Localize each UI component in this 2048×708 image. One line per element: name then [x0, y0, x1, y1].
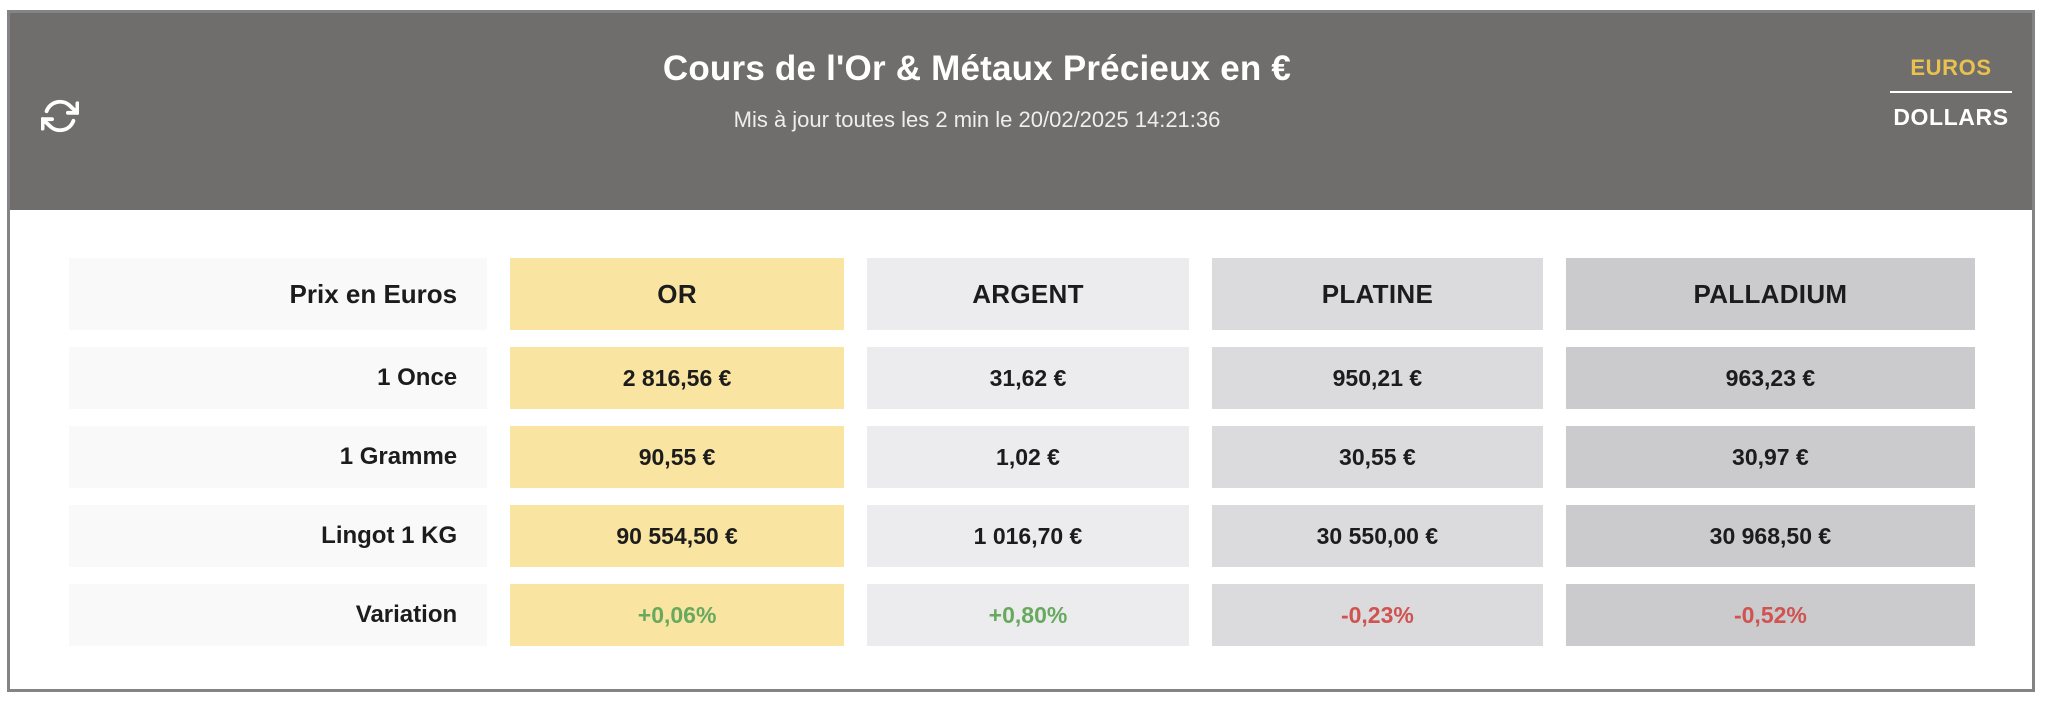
table-corner-label: Prix en Euros	[69, 258, 488, 330]
variation-argent: +0,80%	[867, 584, 1189, 646]
column-header-or: OR	[510, 258, 845, 330]
column-header-palladium: PALLADIUM	[1565, 258, 1975, 330]
price-or-gramme: 90,55 €	[510, 426, 845, 488]
refresh-icon	[40, 99, 80, 132]
price-platine-gramme: 30,55 €	[1211, 426, 1543, 488]
price-argent-once: 31,62 €	[867, 347, 1189, 409]
column-header-argent: ARGENT	[867, 258, 1189, 330]
price-or-lingot: 90 554,50 €	[510, 505, 845, 567]
row-label-once: 1 Once	[69, 347, 488, 409]
prices-table: Prix en Euros OR ARGENT PLATINE PALLADIU…	[69, 258, 1975, 646]
header-titles: Cours de l'Or & Métaux Précieux en € Mis…	[10, 13, 2032, 133]
price-palladium-gramme: 30,97 €	[1565, 426, 1975, 488]
price-platine-once: 950,21 €	[1211, 347, 1543, 409]
currency-option-euros[interactable]: EUROS	[1910, 55, 1992, 80]
update-status: Mis à jour toutes les 2 min le 20/02/202…	[733, 107, 1221, 132]
price-argent-lingot: 1 016,70 €	[867, 505, 1189, 567]
prices-widget: Cours de l'Or & Métaux Précieux en € Mis…	[7, 10, 2035, 692]
widget-header: Cours de l'Or & Métaux Précieux en € Mis…	[10, 13, 2032, 210]
price-argent-gramme: 1,02 €	[867, 426, 1189, 488]
page-title: Cours de l'Or & Métaux Précieux en €	[662, 49, 1292, 88]
price-platine-lingot: 30 550,00 €	[1211, 505, 1543, 567]
price-or-once: 2 816,56 €	[510, 347, 845, 409]
currency-option-dollars[interactable]: DOLLARS	[1893, 104, 2009, 130]
row-label-gramme: 1 Gramme	[69, 426, 488, 488]
variation-platine: -0,23%	[1211, 584, 1543, 646]
column-header-platine: PLATINE	[1211, 258, 1543, 330]
row-label-variation: Variation	[69, 584, 488, 646]
toggle-divider	[1890, 91, 2012, 93]
refresh-button[interactable]	[38, 95, 82, 139]
variation-or: +0,06%	[510, 584, 845, 646]
widget-body: Prix en Euros OR ARGENT PLATINE PALLADIU…	[10, 210, 2032, 689]
price-palladium-lingot: 30 968,50 €	[1565, 505, 1975, 567]
variation-palladium: -0,52%	[1565, 584, 1975, 646]
price-palladium-once: 963,23 €	[1565, 347, 1975, 409]
row-label-lingot: Lingot 1 KG	[69, 505, 488, 567]
currency-toggle: EUROS DOLLARS	[1888, 55, 2014, 131]
